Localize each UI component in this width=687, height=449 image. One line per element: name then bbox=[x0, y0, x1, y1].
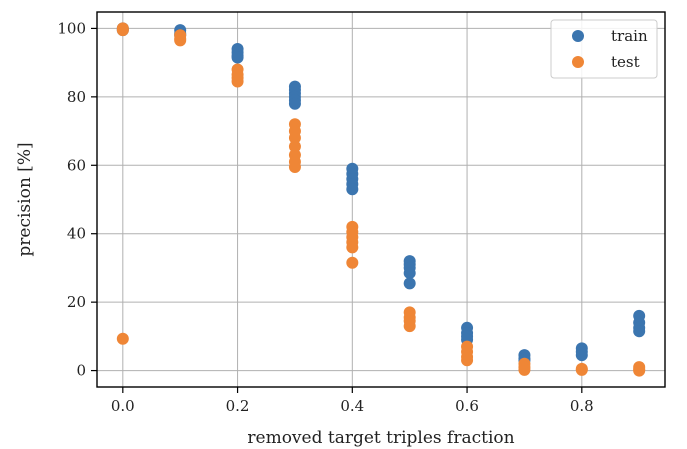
data-point-test bbox=[518, 363, 531, 376]
x-tick-label: 0.6 bbox=[455, 397, 479, 415]
data-point-train bbox=[288, 97, 301, 110]
data-point-test bbox=[346, 241, 359, 254]
data-point-test bbox=[403, 320, 416, 333]
data-point-test bbox=[288, 140, 301, 153]
plot-frame bbox=[96, 11, 666, 388]
x-tick-label: 0.8 bbox=[570, 397, 594, 415]
data-point-train bbox=[231, 51, 244, 64]
x-tick-label: 0.0 bbox=[111, 397, 135, 415]
data-point-test bbox=[231, 75, 244, 88]
data-point-train bbox=[575, 349, 588, 362]
data-point-train bbox=[403, 267, 416, 280]
data-point-train bbox=[403, 277, 416, 290]
data-point-test bbox=[116, 332, 129, 345]
legend-marker-train bbox=[572, 30, 584, 42]
axis-ticks: 0.0 0.2 0.4 0.6 0.8 0 20 40 60 80 100 bbox=[57, 19, 593, 415]
data-point-test bbox=[174, 34, 187, 47]
data-point-test bbox=[633, 364, 646, 377]
data-point-test bbox=[288, 131, 301, 144]
legend-label-test: test bbox=[611, 53, 640, 71]
y-axis-label: precision [%] bbox=[15, 142, 35, 256]
y-tick-label: 40 bbox=[67, 225, 86, 243]
data-points bbox=[116, 22, 646, 377]
data-point-test bbox=[575, 363, 588, 376]
data-point-train bbox=[346, 183, 359, 196]
data-point-test bbox=[461, 354, 474, 367]
y-tick-label: 100 bbox=[57, 19, 86, 37]
legend-label-train: train bbox=[611, 27, 648, 45]
legend-marker-test bbox=[572, 56, 584, 68]
legend: train test bbox=[550, 19, 658, 79]
data-point-test bbox=[288, 160, 301, 173]
y-tick-label: 20 bbox=[67, 293, 86, 311]
data-point-train bbox=[633, 325, 646, 338]
x-tick-label: 0.4 bbox=[340, 397, 364, 415]
series-test bbox=[116, 22, 646, 377]
x-axis-label: removed target triples fraction bbox=[247, 428, 514, 448]
y-tick-label: 0 bbox=[76, 362, 86, 380]
y-tick-label: 80 bbox=[67, 88, 86, 106]
y-tick-label: 60 bbox=[67, 156, 86, 174]
x-tick-label: 0.2 bbox=[226, 397, 250, 415]
data-point-test bbox=[116, 24, 129, 37]
data-point-test bbox=[346, 256, 359, 269]
